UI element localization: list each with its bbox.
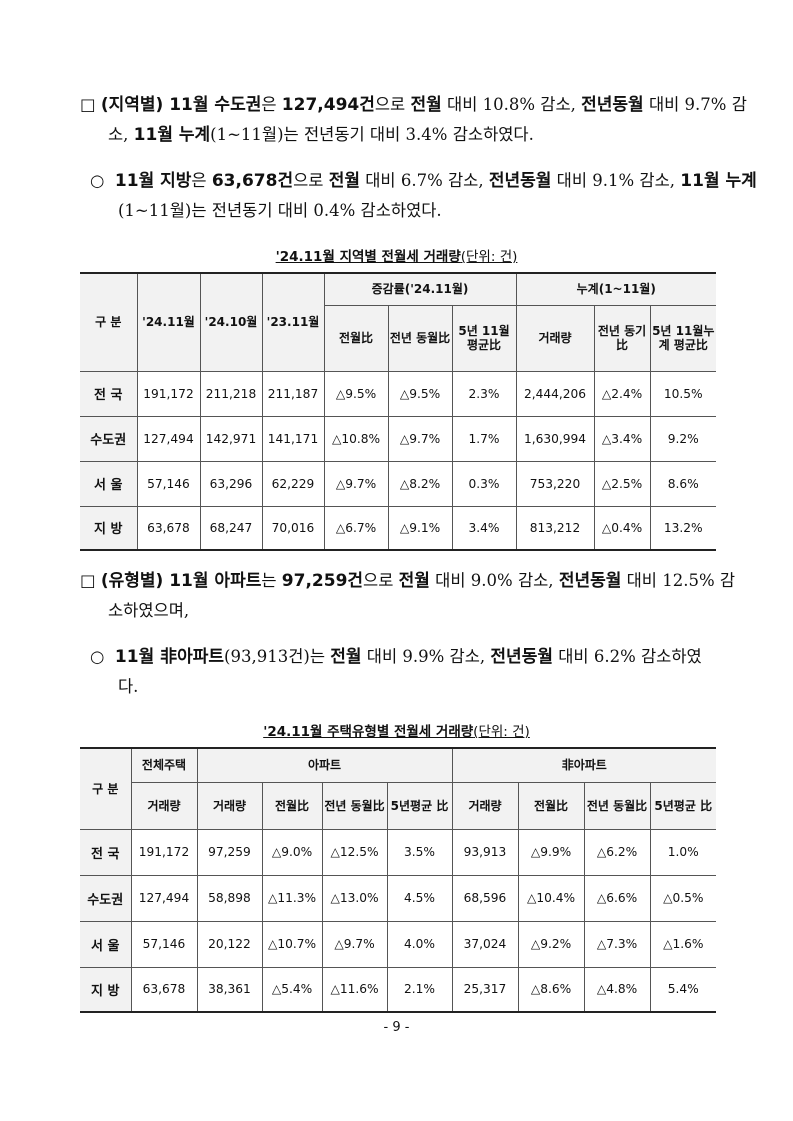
- table-region-rent: 구 분 '24.11월 '24.10월 '23.11월 증감률('24.11월)…: [80, 272, 716, 551]
- header-gubun: 구 분: [80, 747, 132, 830]
- header-nonapt-5y: 5년평균 比: [649, 781, 716, 830]
- header-volume: 거래량: [515, 304, 595, 372]
- header-cumulative: 누계(1~11월): [515, 272, 716, 306]
- header-apartment: 아파트: [196, 747, 453, 783]
- header-nonapt-volume: 거래량: [451, 781, 519, 830]
- table2-title: '24.11월 주택유형별 전월세 거래량(단위: 건): [263, 724, 530, 740]
- header-yoy-cum: 전년 동기比: [593, 304, 651, 372]
- header-yoy: 전년 동월比: [387, 304, 453, 372]
- header-apt-5y: 5년평균 比: [386, 781, 453, 830]
- page-number: - 9 -: [383, 1020, 410, 1035]
- table-type-rent: 구 분 전체주택 아파트 非아파트 거래량 거래량 전월比 전년 동월比 5년평…: [80, 747, 716, 1013]
- header-change: 증감률('24.11월): [323, 272, 517, 306]
- table-row: 서 울 57,146 20,122 △10.7% △9.7% 4.0% 37,0…: [80, 920, 716, 968]
- table-row: 서 울 57,146 63,296 62,229 △9.7% △8.2% 0.3…: [80, 460, 716, 507]
- header-apt-yoy: 전년 동월比: [321, 781, 388, 830]
- header-mom: 전월比: [324, 304, 389, 372]
- header-2410: '24.10월: [199, 272, 263, 372]
- header-non-apartment: 非아파트: [451, 747, 716, 783]
- paragraph-type-summary: □ (유형별) 11월 아파트는 97,259건으로 전월 대비 9.0% 감소…: [80, 571, 736, 620]
- table-row: 전 국 191,172 97,259 △9.0% △12.5% 3.5% 93,…: [80, 828, 716, 876]
- table1-title: '24.11월 지역별 전월세 거래량(단위: 건): [275, 249, 518, 265]
- table-row: 지 방 63,678 38,361 △5.4% △11.6% 2.1% 25,3…: [80, 966, 716, 1013]
- header-nonapt-yoy: 전년 동월比: [583, 781, 651, 830]
- header-nonapt-mom: 전월比: [517, 781, 585, 830]
- header-2311: '23.11월: [261, 272, 325, 372]
- table-row: 지 방 63,678 68,247 70,016 △6.7% △9.1% 3.4…: [80, 505, 716, 551]
- header-2411: '24.11월: [136, 272, 201, 372]
- paragraph-local-summary: ○ 11월 지방은 63,678건으로 전월 대비 6.7% 감소, 전년동월 …: [90, 171, 757, 220]
- table-row: 수도권 127,494 58,898 △11.3% △13.0% 4.5% 68…: [80, 874, 716, 922]
- table-row: 전 국 191,172 211,218 211,187 △9.5% △9.5% …: [80, 370, 716, 417]
- header-5y-cum: 5년 11월누계 평균比: [649, 304, 716, 372]
- header-volume: 거래량: [131, 781, 198, 830]
- header-apt-volume: 거래량: [196, 781, 263, 830]
- paragraph-region-summary: □ (지역별) 11월 수도권은 127,494건으로 전월 대비 10.8% …: [80, 95, 747, 145]
- header-gubun: 구 분: [80, 272, 138, 372]
- header-5y: 5년 11월 평균比: [451, 304, 517, 372]
- table-row: 수도권 127,494 142,971 141,171 △10.8% △9.7%…: [80, 415, 716, 462]
- paragraph-nonapt-summary: ○ 11월 非아파트(93,913건)는 전월 대비 9.9% 감소, 전년동월…: [90, 647, 702, 696]
- header-apt-mom: 전월比: [261, 781, 323, 830]
- header-total-housing: 전체주택: [130, 747, 198, 783]
